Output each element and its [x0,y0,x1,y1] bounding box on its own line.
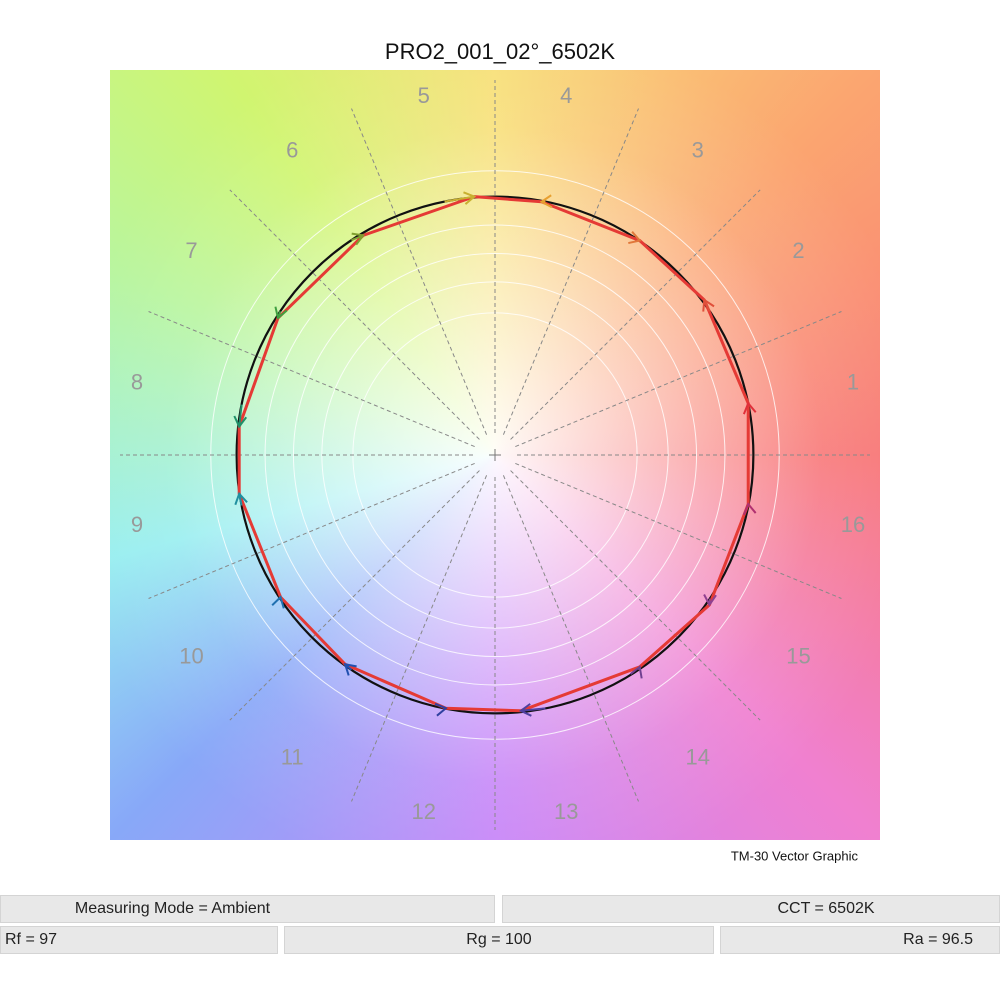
bin-label: 16 [841,512,865,537]
cct: CCT = 6502K [502,895,1000,923]
vector-arrow [742,502,757,516]
spoke [502,108,639,435]
rf: Rf = 97 [0,926,278,954]
rg: Rg = 100 [284,926,714,954]
bin-label: 3 [692,137,704,162]
vector-arrow [703,594,717,607]
vector-arrow [274,306,288,320]
ring [264,224,726,686]
bin-label: 9 [131,512,143,537]
vector-arrow [629,665,643,679]
bin-label: 1 [847,370,859,395]
vector-arrow [234,491,248,506]
spoke [510,189,761,440]
spoke [229,189,480,440]
bin-label: 4 [560,83,572,108]
chart: PRO2_001_02°_6502K TM-30 Vector Graphic … [120,39,870,863]
spoke [502,475,639,802]
vector-arrow [742,401,757,415]
chart-title: PRO2_001_02°_6502K [385,39,616,64]
vector-arrow [233,404,248,429]
bin-label: 11 [281,744,304,769]
spoke [515,311,842,448]
vector-arrow [539,194,553,209]
vector-arrow [702,298,715,312]
ring [292,252,698,658]
spoke [510,470,761,721]
bin-label: 5 [418,83,430,108]
reference-circle [235,195,755,715]
bin-label: 8 [131,370,143,395]
vector-arrow [444,191,477,205]
vector-arrow [434,702,448,717]
vector-arrow [351,232,366,246]
spoke [351,475,488,802]
spoke [351,108,488,435]
bin-label: 2 [792,238,804,263]
ring [321,281,669,629]
spoke [148,311,475,448]
vector-arrow [271,595,285,609]
vector-arrow [518,703,546,717]
measuring-mode: Measuring Mode = Ambient [0,895,495,923]
caption: TM-30 Vector Graphic [731,848,859,863]
spoke [515,462,842,599]
bin-label: 13 [554,799,578,824]
bin-label: 7 [185,238,197,263]
test-polygon [237,195,750,713]
vector-arrow [343,663,357,676]
vector-arrow [628,231,642,245]
bin-label: 10 [179,644,203,669]
center-cross [489,449,501,461]
ra: Ra = 96.5 [720,926,1000,954]
bin-label: 15 [786,644,810,669]
bin-label: 6 [286,137,298,162]
spoke [148,462,475,599]
bin-label: 12 [412,799,436,824]
bin-label: 14 [686,744,710,769]
spoke [229,470,480,721]
